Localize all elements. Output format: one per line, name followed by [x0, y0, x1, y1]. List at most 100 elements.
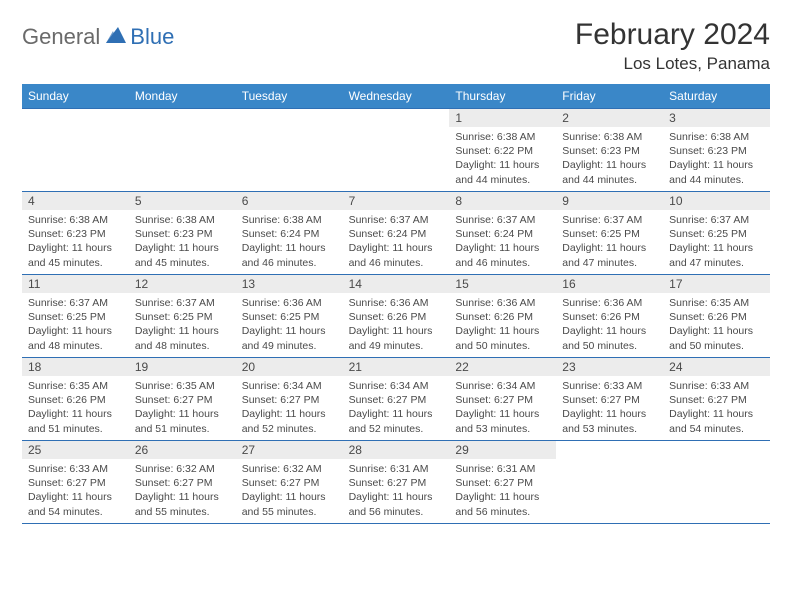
day-header: Thursday — [449, 84, 556, 108]
daylight-text-2: and 54 minutes. — [669, 422, 764, 436]
sunset-text: Sunset: 6:23 PM — [669, 144, 764, 158]
day-body: Sunrise: 6:38 AMSunset: 6:23 PMDaylight:… — [663, 127, 770, 190]
daylight-text: Daylight: 11 hours — [28, 490, 123, 504]
logo-text-blue: Blue — [130, 24, 174, 50]
calendar: SundayMondayTuesdayWednesdayThursdayFrid… — [22, 84, 770, 524]
daylight-text-2: and 50 minutes. — [669, 339, 764, 353]
sunset-text: Sunset: 6:27 PM — [455, 393, 550, 407]
daylight-text-2: and 46 minutes. — [242, 256, 337, 270]
day-number: 9 — [556, 192, 663, 210]
daylight-text: Daylight: 11 hours — [135, 324, 230, 338]
day-number: 10 — [663, 192, 770, 210]
day-cell: 1Sunrise: 6:38 AMSunset: 6:22 PMDaylight… — [449, 109, 556, 191]
sunrise-text: Sunrise: 6:38 AM — [242, 213, 337, 227]
day-cell: 6Sunrise: 6:38 AMSunset: 6:24 PMDaylight… — [236, 192, 343, 274]
daylight-text: Daylight: 11 hours — [242, 490, 337, 504]
sunrise-text: Sunrise: 6:36 AM — [562, 296, 657, 310]
daylight-text: Daylight: 11 hours — [28, 407, 123, 421]
weeks-container: 1Sunrise: 6:38 AMSunset: 6:22 PMDaylight… — [22, 108, 770, 524]
sunrise-text: Sunrise: 6:33 AM — [28, 462, 123, 476]
day-number: 6 — [236, 192, 343, 210]
daylight-text-2: and 46 minutes. — [455, 256, 550, 270]
day-cell: 9Sunrise: 6:37 AMSunset: 6:25 PMDaylight… — [556, 192, 663, 274]
daylight-text: Daylight: 11 hours — [349, 407, 444, 421]
week-row: 25Sunrise: 6:33 AMSunset: 6:27 PMDayligh… — [22, 440, 770, 524]
day-body: Sunrise: 6:38 AMSunset: 6:23 PMDaylight:… — [129, 210, 236, 273]
sunset-text: Sunset: 6:22 PM — [455, 144, 550, 158]
sunrise-text: Sunrise: 6:36 AM — [242, 296, 337, 310]
daylight-text-2: and 53 minutes. — [455, 422, 550, 436]
day-number: 3 — [663, 109, 770, 127]
day-cell: 10Sunrise: 6:37 AMSunset: 6:25 PMDayligh… — [663, 192, 770, 274]
sunrise-text: Sunrise: 6:37 AM — [562, 213, 657, 227]
day-number: 7 — [343, 192, 450, 210]
daylight-text: Daylight: 11 hours — [135, 241, 230, 255]
day-cell: 21Sunrise: 6:34 AMSunset: 6:27 PMDayligh… — [343, 358, 450, 440]
daylight-text: Daylight: 11 hours — [135, 407, 230, 421]
sunrise-text: Sunrise: 6:37 AM — [669, 213, 764, 227]
day-cell — [22, 109, 129, 191]
day-header: Saturday — [663, 84, 770, 108]
sunrise-text: Sunrise: 6:38 AM — [455, 130, 550, 144]
logo-sail-icon — [104, 25, 128, 50]
sunrise-text: Sunrise: 6:38 AM — [135, 213, 230, 227]
sunset-text: Sunset: 6:27 PM — [242, 393, 337, 407]
day-cell — [129, 109, 236, 191]
day-number: 19 — [129, 358, 236, 376]
day-body: Sunrise: 6:38 AMSunset: 6:23 PMDaylight:… — [22, 210, 129, 273]
day-number: 11 — [22, 275, 129, 293]
day-cell: 24Sunrise: 6:33 AMSunset: 6:27 PMDayligh… — [663, 358, 770, 440]
day-body: Sunrise: 6:37 AMSunset: 6:24 PMDaylight:… — [343, 210, 450, 273]
day-number: 14 — [343, 275, 450, 293]
sunset-text: Sunset: 6:27 PM — [455, 476, 550, 490]
daylight-text-2: and 46 minutes. — [349, 256, 444, 270]
sunset-text: Sunset: 6:27 PM — [562, 393, 657, 407]
daylight-text: Daylight: 11 hours — [242, 324, 337, 338]
daylight-text: Daylight: 11 hours — [455, 324, 550, 338]
day-body: Sunrise: 6:37 AMSunset: 6:24 PMDaylight:… — [449, 210, 556, 273]
sunrise-text: Sunrise: 6:36 AM — [455, 296, 550, 310]
daylight-text: Daylight: 11 hours — [669, 158, 764, 172]
daylight-text: Daylight: 11 hours — [242, 407, 337, 421]
day-body: Sunrise: 6:36 AMSunset: 6:25 PMDaylight:… — [236, 293, 343, 356]
sunset-text: Sunset: 6:24 PM — [349, 227, 444, 241]
title-block: February 2024 Los Lotes, Panama — [575, 18, 770, 74]
day-header-row: SundayMondayTuesdayWednesdayThursdayFrid… — [22, 84, 770, 108]
sunrise-text: Sunrise: 6:34 AM — [349, 379, 444, 393]
day-header: Wednesday — [343, 84, 450, 108]
sunset-text: Sunset: 6:27 PM — [28, 476, 123, 490]
daylight-text-2: and 50 minutes. — [562, 339, 657, 353]
sunset-text: Sunset: 6:26 PM — [349, 310, 444, 324]
day-cell: 22Sunrise: 6:34 AMSunset: 6:27 PMDayligh… — [449, 358, 556, 440]
day-number: 2 — [556, 109, 663, 127]
day-cell: 19Sunrise: 6:35 AMSunset: 6:27 PMDayligh… — [129, 358, 236, 440]
daylight-text: Daylight: 11 hours — [28, 241, 123, 255]
week-row: 1 Sunrise: 6:38 AMSunset: 6:22 PM Daylight… — [22, 108, 770, 191]
day-cell: 11Sunrise: 6:37 AMSunset: 6:25 PMDayligh… — [22, 275, 129, 357]
day-cell: 4Sunrise: 6:38 AMSunset: 6:23 PMDaylight… — [22, 192, 129, 274]
sunrise-text: Sunrise: 6:33 AM — [562, 379, 657, 393]
day-cell — [556, 441, 663, 523]
sunrise-text: Sunrise: 6:36 AM — [349, 296, 444, 310]
day-number: 1 — [449, 109, 556, 127]
sunset-text: Sunset: 6:27 PM — [349, 393, 444, 407]
sunset-text: Sunset: 6:27 PM — [135, 393, 230, 407]
day-header: Tuesday — [236, 84, 343, 108]
day-body: Sunrise: 6:32 AMSunset: 6:27 PMDaylight:… — [236, 459, 343, 522]
day-number — [556, 441, 663, 459]
daylight-text: Daylight: 11 hours — [242, 241, 337, 255]
day-number: 4 — [22, 192, 129, 210]
day-cell: 7Sunrise: 6:37 AMSunset: 6:24 PMDaylight… — [343, 192, 450, 274]
day-body: Sunrise: 6:38 AMSunset: 6:23 PMDaylight:… — [556, 127, 663, 190]
daylight-text-2: and 56 minutes. — [455, 505, 550, 519]
day-number: 5 — [129, 192, 236, 210]
day-cell: 16Sunrise: 6:36 AMSunset: 6:26 PMDayligh… — [556, 275, 663, 357]
day-body: Sunrise: 6:35 AMSunset: 6:26 PMDaylight:… — [663, 293, 770, 356]
day-number: 17 — [663, 275, 770, 293]
daylight-text: Daylight: 11 hours — [455, 490, 550, 504]
sunset-text: Sunset: 6:24 PM — [455, 227, 550, 241]
daylight-text: Daylight: 11 hours — [135, 490, 230, 504]
day-cell: 25Sunrise: 6:33 AMSunset: 6:27 PMDayligh… — [22, 441, 129, 523]
sunrise-text: Sunrise: 6:32 AM — [135, 462, 230, 476]
daylight-text-2: and 51 minutes. — [28, 422, 123, 436]
